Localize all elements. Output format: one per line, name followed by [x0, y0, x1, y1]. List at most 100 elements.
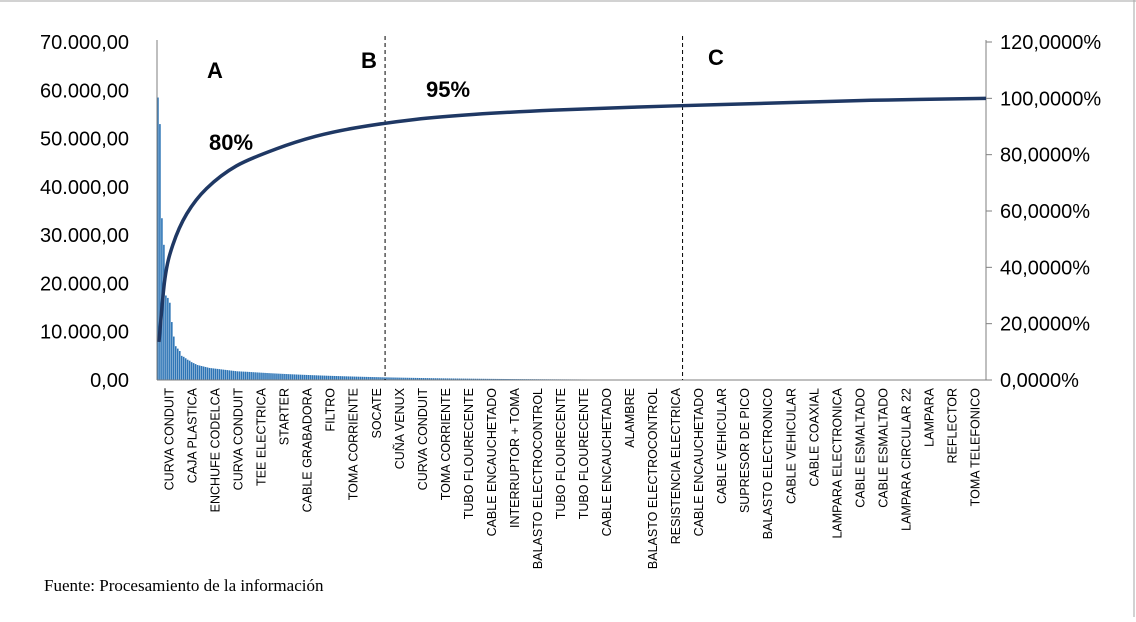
bar — [238, 371, 240, 380]
bar — [181, 356, 183, 380]
bar — [258, 373, 260, 380]
annotation-pct-80: 80% — [209, 130, 253, 155]
bar — [296, 375, 298, 380]
annotation-pct-95: 95% — [426, 77, 470, 102]
bar — [298, 375, 300, 380]
x-category-label: STARTER — [278, 388, 292, 445]
bar — [179, 351, 181, 380]
bar — [272, 373, 274, 380]
bar — [353, 377, 355, 380]
bar — [328, 376, 330, 380]
bar — [215, 369, 217, 380]
bar — [350, 376, 352, 380]
bar — [209, 368, 211, 380]
x-category-label: CURVA CONDUIT — [232, 388, 246, 491]
bar — [352, 377, 354, 380]
bar — [254, 372, 256, 380]
bar — [304, 375, 306, 380]
bar — [314, 375, 316, 380]
y-tick-label: 10.000,00 — [40, 322, 129, 344]
source-note: Fuente: Procesamiento de la información — [44, 576, 323, 596]
y2-tick-label: 60,0000% — [1000, 201, 1090, 223]
y-tick-label: 60.000,00 — [40, 80, 129, 102]
x-category-label: CABLE GRABADORA — [301, 387, 315, 512]
bar — [326, 376, 328, 380]
y2-tick-label: 80,0000% — [1000, 145, 1090, 167]
bar — [332, 376, 334, 380]
bar — [219, 369, 221, 380]
y-tick-label: 30.000,00 — [40, 225, 129, 247]
x-category-label: CAJA PLASTICA — [186, 387, 200, 483]
bar — [246, 372, 248, 380]
bar — [344, 376, 346, 380]
bar — [274, 373, 276, 380]
bar — [221, 369, 223, 380]
y2-tick-label: 120,0000% — [1000, 32, 1101, 54]
bar — [195, 364, 197, 380]
x-category-label: LAMPARA CIRCULAR 22 — [899, 388, 913, 531]
x-category-label: CABLE ESMALTADO — [876, 388, 890, 508]
bar — [260, 373, 262, 380]
bar — [173, 337, 175, 380]
bar — [177, 349, 179, 380]
x-category-label: TEE ELECTRICA — [255, 387, 269, 486]
bar — [264, 373, 266, 380]
bar — [165, 296, 167, 381]
x-category-label: INTERRUPTOR + TOMA — [508, 387, 522, 528]
bar — [294, 374, 296, 380]
bar — [336, 376, 338, 380]
annotation-zone-a: A — [207, 58, 223, 83]
x-category-label: FILTRO — [324, 388, 338, 432]
bar — [316, 375, 318, 380]
bar — [320, 375, 322, 380]
bar — [213, 368, 215, 380]
x-category-label: TOMA TELEFONICO — [968, 388, 982, 507]
x-category-label: SOCATE — [370, 388, 384, 438]
y2-tick-label: 100,0000% — [1000, 88, 1101, 110]
bar — [306, 375, 308, 380]
bar — [167, 298, 169, 380]
x-category-label: SUPRESOR DE PICO — [738, 388, 752, 513]
bar — [191, 362, 193, 380]
x-category-label: BALASTO ELECTROCONTROL — [646, 388, 660, 569]
x-category-label: TUBO FLOURECENTE — [462, 388, 476, 519]
x-category-label: TUBO FLOURECENTE — [577, 388, 591, 519]
bar — [242, 372, 244, 380]
bar — [310, 375, 312, 380]
bar — [227, 370, 229, 380]
bar — [286, 374, 288, 380]
bar — [225, 370, 227, 380]
y2-tick-label: 20,0000% — [1000, 314, 1090, 336]
bar — [217, 369, 219, 380]
x-category-label: CABLE ENCAUCHETADO — [600, 388, 614, 537]
bar — [252, 372, 254, 380]
bar — [278, 374, 280, 380]
bar — [233, 371, 235, 380]
x-category-label: CABLE ENCAUCHETADO — [485, 388, 499, 537]
bar — [292, 374, 294, 380]
bar — [244, 372, 246, 380]
x-category-label: ENCHUFE CODELCA — [209, 387, 223, 512]
bar — [290, 374, 292, 380]
y-tick-label: 40.000,00 — [40, 177, 129, 199]
x-category-label: CABLE VEHICULAR — [784, 388, 798, 504]
x-category-label: CABLE VEHICULAR — [715, 388, 729, 504]
bar — [288, 374, 290, 380]
bar — [270, 373, 272, 380]
annotation-zone-b: B — [361, 48, 377, 73]
x-category-label: REFLECTOR — [945, 388, 959, 463]
x-category-label: CURVA CONDUIT — [163, 388, 177, 491]
bar — [300, 375, 302, 380]
bar — [312, 375, 314, 380]
bar — [211, 368, 213, 380]
bar — [302, 375, 304, 380]
x-category-label: TOMA CORRIENTE — [347, 388, 361, 500]
bar — [175, 346, 177, 380]
bar — [308, 375, 310, 380]
bar — [266, 373, 268, 380]
bar — [193, 363, 195, 380]
bar — [199, 366, 201, 380]
bar — [205, 367, 207, 380]
